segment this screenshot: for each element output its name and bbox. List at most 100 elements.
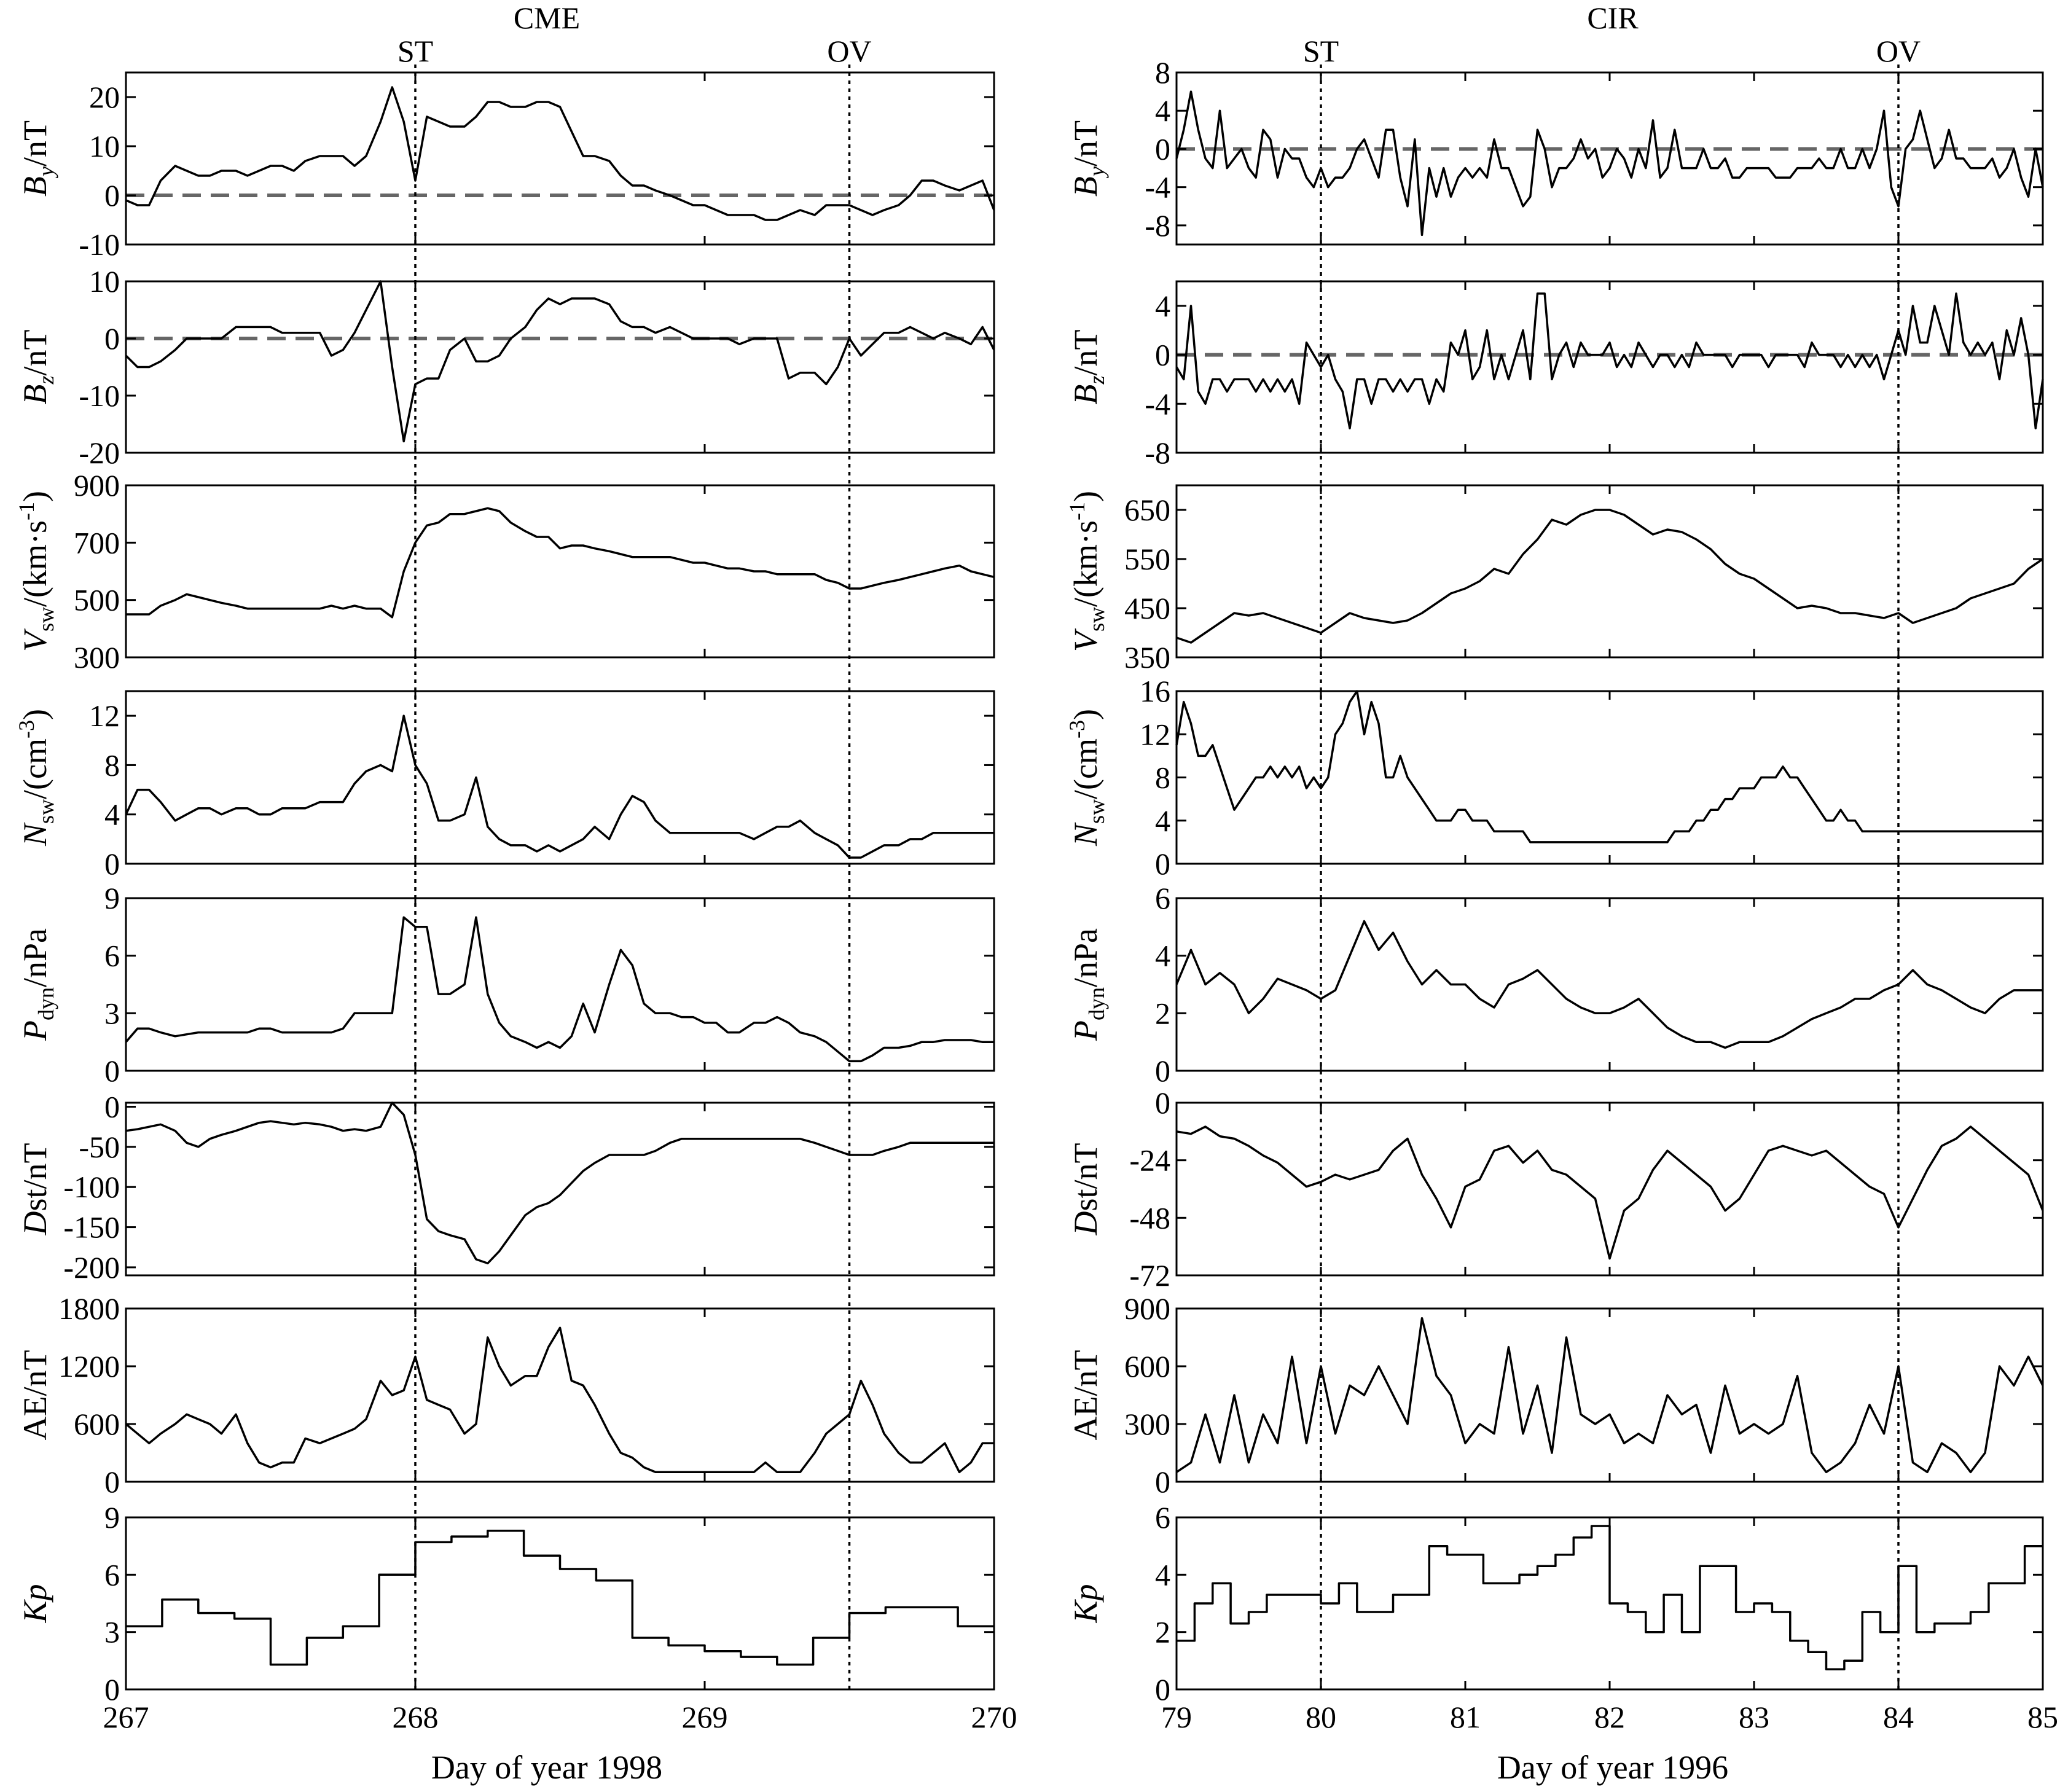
series-line-nsw bbox=[1175, 690, 2043, 843]
y-axis-label-superscript: -3 bbox=[14, 720, 39, 738]
series-line-pdyn bbox=[1175, 920, 2043, 1049]
y-tick-label: 650 bbox=[1124, 493, 1170, 527]
series-line-pdyn bbox=[125, 916, 994, 1063]
y-tick-label: 0 bbox=[1155, 1465, 1170, 1499]
y-tick-label: 1200 bbox=[58, 1349, 120, 1383]
plot-area: 20100-10By/nT100-10-20Bz/nT900700500300V… bbox=[14, 34, 2058, 1734]
y-tick-label: 2 bbox=[1155, 1615, 1170, 1649]
y-axis-label-symbol: V bbox=[17, 628, 53, 652]
y-tick-label: 350 bbox=[1124, 640, 1170, 675]
y-tick-label: 6 bbox=[104, 1557, 120, 1592]
y-axis-label-symbol: V bbox=[1067, 628, 1104, 652]
y-tick-label: 500 bbox=[74, 583, 120, 617]
panel-cme-dst: 0 -50 -100 -150 -200 Dst/nT bbox=[17, 1090, 995, 1285]
plot-frame bbox=[125, 897, 995, 1072]
y-axis-label: Bz/nT bbox=[17, 329, 58, 404]
y-axis-label-subscript: y bbox=[34, 166, 58, 178]
y-tick-label: -24 bbox=[1129, 1143, 1170, 1178]
x-axis-label-cme: Day of year 1998 bbox=[431, 1749, 662, 1786]
panel-cme-bz: 10 0 -10 -20 Bz/nT bbox=[17, 264, 995, 470]
series-line-by bbox=[125, 86, 995, 221]
y-axis-label-subscript: dyn bbox=[34, 987, 58, 1020]
y-axis-label-unit: /(km·s bbox=[17, 520, 53, 607]
chart-cir: 840-4-8By/nT40-4-8Bz/nT650550450350Vsw/(… bbox=[1065, 34, 2058, 1734]
y-tick-label: -8 bbox=[1145, 436, 1170, 470]
y-axis-label: By/nT bbox=[1067, 120, 1109, 197]
event-label-ov: OV bbox=[827, 34, 871, 68]
y-tick-label: -200 bbox=[63, 1250, 120, 1285]
y-tick-label: 3 bbox=[104, 996, 120, 1030]
y-axis-label: Vsw/(km·s-1) bbox=[1065, 491, 1109, 652]
y-tick-label: 12 bbox=[89, 698, 120, 733]
x-tick-label: 79 bbox=[1161, 1700, 1192, 1734]
y-tick-label: 8 bbox=[104, 748, 120, 782]
x-tick-label: 269 bbox=[682, 1700, 728, 1734]
y-tick-label: 4 bbox=[1155, 939, 1170, 973]
y-tick-label: 0 bbox=[1155, 1086, 1170, 1120]
y-axis-label-symbol: Kp bbox=[1067, 1584, 1104, 1623]
y-tick-label: 300 bbox=[74, 640, 120, 675]
plot-frame bbox=[125, 1307, 995, 1483]
y-tick-label: 550 bbox=[1124, 542, 1170, 576]
series-line-vsw bbox=[1176, 509, 2043, 644]
y-axis-label-close: ) bbox=[1067, 491, 1104, 502]
y-axis-label-superscript: -1 bbox=[1065, 502, 1089, 520]
x-tick-label: 267 bbox=[103, 1700, 149, 1734]
y-tick-label: 4 bbox=[1155, 93, 1170, 128]
y-axis-label-subscript: z bbox=[34, 375, 58, 385]
y-axis-label-unit: /nPa bbox=[17, 928, 53, 987]
panel-cir-by: 840 -4-8 By/nT bbox=[1067, 55, 2044, 246]
x-tick-label: 268 bbox=[393, 1700, 439, 1734]
plot-frame bbox=[125, 1516, 995, 1691]
y-tick-label: 600 bbox=[1124, 1349, 1170, 1383]
y-tick-label: -10 bbox=[79, 227, 120, 262]
y-axis-label-subscript: z bbox=[1084, 375, 1109, 385]
plot-frame bbox=[125, 690, 995, 865]
y-axis-label-unit: /nT bbox=[1067, 120, 1104, 166]
y-axis-label-superscript: -1 bbox=[14, 502, 39, 520]
y-tick-label: 300 bbox=[1124, 1407, 1170, 1441]
event-label-st: ST bbox=[398, 34, 433, 68]
y-axis-label: Kp bbox=[17, 1584, 53, 1623]
y-axis-label: Vsw/(km·s-1) bbox=[14, 491, 58, 652]
panel-cir-dst: 0 -24 -48 -72 Dst/nT bbox=[1067, 1086, 2044, 1293]
series-line-bz bbox=[1175, 292, 2044, 429]
plot-frame bbox=[1175, 897, 2044, 1072]
panel-cir-nsw: 16 12 8 4 0 Nsw/(cm-3) bbox=[1065, 674, 2044, 881]
y-tick-label: 0 bbox=[104, 1672, 120, 1707]
chart-cme: 20100-10By/nT100-10-20Bz/nT900700500300V… bbox=[14, 34, 1017, 1734]
y-axis-label-subscript: dyn bbox=[1084, 987, 1109, 1020]
y-axis-label: Nsw/(cm-3) bbox=[1065, 709, 1109, 847]
y-tick-label: 0 bbox=[104, 847, 120, 881]
series-line-ae bbox=[125, 1326, 994, 1474]
y-axis-label-symbol: B bbox=[1067, 385, 1104, 405]
y-axis-label-symbol: N bbox=[1067, 822, 1104, 847]
y-axis-label: Dst/nT bbox=[17, 1143, 53, 1235]
x-tick-label: 82 bbox=[1594, 1700, 1625, 1734]
y-tick-label: 900 bbox=[74, 468, 120, 503]
y-tick-label: 0 bbox=[1155, 338, 1170, 372]
panel-cme-by: 20 10 0 -10 By/nT bbox=[17, 71, 995, 262]
y-tick-label: -100 bbox=[63, 1170, 120, 1204]
y-tick-label: 0 bbox=[1155, 1054, 1170, 1088]
y-axis-label-superscript: -3 bbox=[1065, 720, 1089, 738]
y-axis-label-unit: /nPa bbox=[1067, 928, 1104, 987]
series-line-nsw bbox=[125, 714, 994, 859]
y-tick-label: 0 bbox=[104, 1054, 120, 1088]
y-tick-label: -72 bbox=[1129, 1258, 1170, 1293]
panel-cir-bz: 4 0 -4 -8 Bz/nT bbox=[1067, 280, 2044, 470]
y-tick-label: 0 bbox=[1155, 131, 1170, 166]
y-axis-label-close: ) bbox=[17, 491, 53, 502]
plot-frame bbox=[125, 1101, 995, 1277]
y-axis-label-symbol: B bbox=[17, 385, 53, 405]
y-tick-label: 4 bbox=[1155, 289, 1170, 323]
y-axis-label-close: ) bbox=[1067, 709, 1104, 720]
y-axis-label-unit: /nT bbox=[1067, 329, 1104, 375]
y-tick-label: -4 bbox=[1145, 386, 1170, 421]
y-tick-label: 9 bbox=[104, 881, 120, 915]
y-tick-label: 3 bbox=[104, 1615, 120, 1649]
y-tick-label: 0 bbox=[104, 1090, 120, 1124]
y-axis-label-subscript: sw bbox=[34, 607, 58, 632]
series-line-kp bbox=[1177, 1525, 2043, 1671]
